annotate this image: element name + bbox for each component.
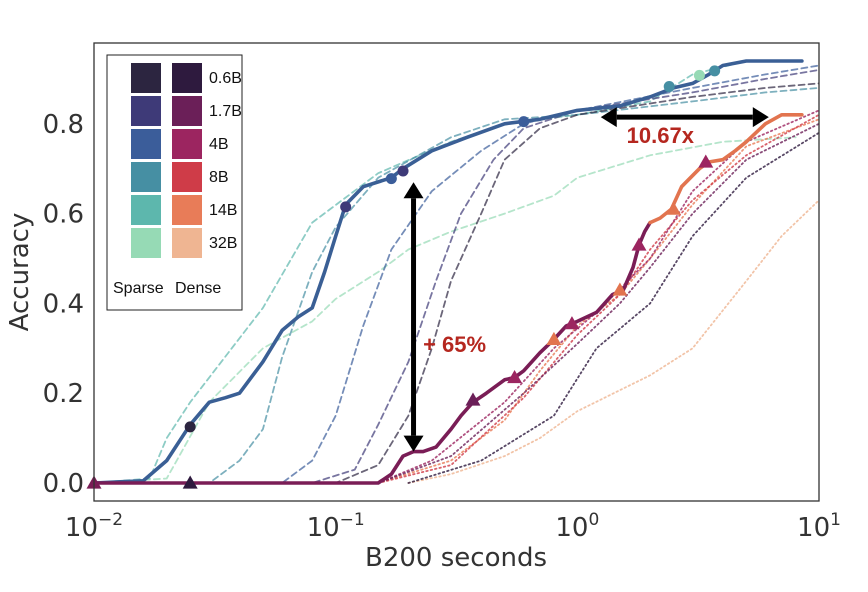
marker-triangle-10 [465, 392, 481, 406]
marker-circle-6 [709, 65, 721, 77]
marker-triangle-17 [698, 154, 714, 168]
annotation-layer: + 65% 10.67x [403, 107, 769, 452]
y-tick-label-3: 0.6 [43, 200, 84, 230]
series-line-dense-dotted-11 [377, 122, 819, 484]
horizontal-arrow-head-right [752, 107, 769, 128]
series-line-sparse-dashed-5 [94, 82, 819, 484]
legend-size-label-5: 32B [209, 235, 237, 252]
x-tick-label-1: 10−1 [307, 510, 365, 543]
legend-sparse-label: Sparse [113, 280, 164, 297]
marker-circle-4 [518, 116, 530, 128]
series-line-dense-dotted-7 [407, 199, 819, 484]
legend-swatch-sparse-5 [131, 228, 161, 258]
plot-frame [93, 42, 820, 502]
legend-swatch-sparse-1 [131, 96, 161, 126]
y-axis-label: Accuracy [5, 213, 35, 332]
horizontal-arrow-head-left [600, 107, 617, 128]
series-line-sparse-dashed-2 [94, 87, 819, 484]
vertical-arrow-head-top [403, 182, 424, 199]
legend-size-label-4: 14B [209, 202, 237, 219]
series-line-dense-dotted-10 [377, 109, 819, 484]
series-line-sparse-solid-6 [94, 59, 804, 485]
marker-circle-5 [663, 81, 675, 93]
annotation-label-1: 10.67x [627, 123, 695, 148]
series-line-dense-dotted-9 [377, 113, 819, 484]
y-tick-label-0: 0.0 [43, 469, 84, 499]
marker-layer [86, 65, 721, 489]
legend-swatch-dense-0 [172, 63, 202, 93]
x-tick-label-2: 100 [555, 510, 599, 543]
marker-triangle-13 [546, 331, 562, 345]
marker-circle-7 [693, 69, 705, 81]
vertical-arrow-head-bottom [403, 435, 424, 452]
legend-size-label-2: 4B [209, 136, 229, 153]
marker-circle-3 [385, 173, 397, 185]
series-line-dense-dotted-12 [407, 131, 819, 484]
marker-triangle-14 [612, 282, 628, 296]
legend-swatch-dense-5 [172, 228, 202, 258]
y-tick-label-1: 0.2 [43, 379, 84, 409]
legend-swatch-dense-1 [172, 96, 202, 126]
legend-swatch-sparse-4 [131, 195, 161, 225]
series-layer [94, 59, 819, 485]
legend-swatch-sparse-3 [131, 162, 161, 192]
legend: Sparse Dense 0.6B 1.7B 4B 8B 14B 32B [106, 54, 243, 311]
x-axis-ticks: 10−2 10−1 100 101 [65, 510, 841, 543]
y-tick-label-2: 0.4 [43, 289, 84, 319]
series-line-sparse-dashed-3 [94, 64, 819, 484]
marker-circle-0 [184, 421, 196, 433]
legend-swatch-dense-4 [172, 195, 202, 225]
annotation-label-0: + 65% [423, 332, 486, 357]
marker-triangle-9 [182, 475, 198, 489]
x-tick-label-0: 10−2 [65, 510, 123, 543]
x-tick-label-3: 101 [797, 510, 841, 543]
legend-swatch-sparse-0 [131, 63, 161, 93]
legend-size-label-0: 0.6B [209, 70, 242, 87]
marker-circle-1 [340, 201, 352, 213]
legend-swatch-dense-2 [172, 129, 202, 159]
marker-triangle-12 [564, 316, 580, 330]
marker-triangle-15 [666, 201, 682, 215]
series-line-sparse-dashed-0 [94, 136, 797, 484]
y-axis-ticks: 0.0 0.2 0.4 0.6 0.8 [43, 110, 84, 499]
legend-swatch-sparse-2 [131, 129, 161, 159]
marker-triangle-11 [507, 370, 523, 384]
marker-triangle-16 [631, 237, 647, 251]
legend-size-label-3: 8B [209, 169, 229, 186]
legend-dense-label: Dense [175, 280, 221, 297]
x-axis-label: B200 seconds [365, 543, 547, 573]
legend-swatch-dense-3 [172, 162, 202, 192]
legend-size-label-1: 1.7B [209, 103, 242, 120]
marker-circle-2 [397, 165, 409, 177]
y-tick-label-4: 0.8 [43, 110, 84, 140]
series-line-sparse-dashed-4 [94, 69, 819, 484]
